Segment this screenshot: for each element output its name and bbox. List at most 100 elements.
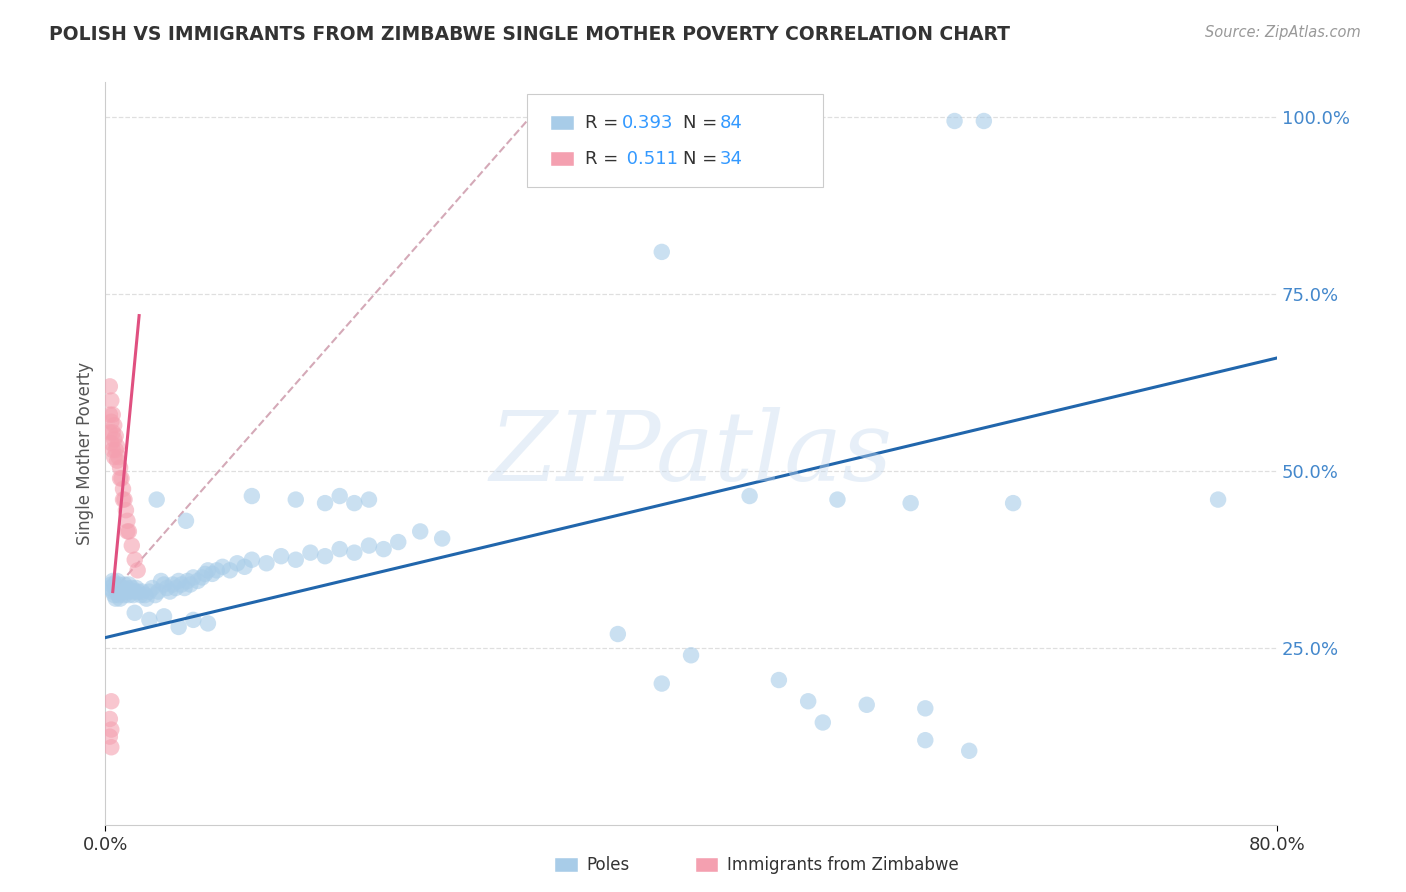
Point	[135, 591, 157, 606]
Point	[115, 503, 138, 517]
Point	[110, 584, 132, 599]
Point	[329, 489, 352, 503]
Point	[409, 524, 432, 539]
Point	[153, 577, 176, 591]
Point	[101, 425, 124, 440]
Point	[98, 425, 121, 440]
Text: R =: R =	[585, 114, 624, 132]
Point	[125, 581, 148, 595]
Point	[187, 574, 209, 588]
Point	[98, 379, 121, 393]
Text: N =: N =	[683, 114, 723, 132]
Point	[179, 577, 201, 591]
Point	[105, 453, 128, 467]
Point	[256, 556, 278, 570]
Point	[914, 701, 936, 715]
Point	[343, 496, 366, 510]
Point	[124, 584, 146, 599]
Point	[1206, 492, 1229, 507]
Point	[167, 574, 190, 588]
Point	[117, 524, 139, 539]
Point	[768, 673, 790, 687]
Point	[226, 556, 249, 570]
Point	[115, 584, 138, 599]
Point	[387, 535, 409, 549]
Point	[181, 570, 204, 584]
Point	[101, 574, 124, 588]
Point	[103, 418, 125, 433]
Point	[105, 584, 128, 599]
Point	[108, 460, 131, 475]
Point	[343, 546, 366, 560]
Point	[153, 609, 176, 624]
Point	[174, 514, 197, 528]
Point	[105, 574, 128, 588]
Point	[197, 563, 219, 577]
Point	[118, 577, 141, 591]
Point	[162, 577, 184, 591]
Point	[100, 577, 122, 591]
Point	[134, 588, 156, 602]
Point	[101, 408, 124, 422]
Point	[127, 584, 149, 599]
Point	[108, 581, 131, 595]
Point	[98, 581, 121, 595]
Point	[738, 489, 761, 503]
Point	[104, 429, 127, 443]
Point	[159, 584, 181, 599]
Point	[107, 450, 129, 464]
Point	[651, 244, 673, 259]
Point	[170, 577, 193, 591]
Point	[156, 581, 179, 595]
Point	[111, 492, 134, 507]
Point	[373, 542, 395, 557]
Point	[108, 471, 131, 485]
Point	[138, 584, 160, 599]
Point	[430, 532, 453, 546]
Point	[122, 588, 145, 602]
Text: POLISH VS IMMIGRANTS FROM ZIMBABWE SINGLE MOTHER POVERTY CORRELATION CHART: POLISH VS IMMIGRANTS FROM ZIMBABWE SINGL…	[49, 25, 1010, 44]
Point	[240, 552, 263, 567]
Point	[357, 539, 380, 553]
Point	[100, 723, 122, 737]
Point	[114, 492, 136, 507]
Point	[131, 584, 153, 599]
Point	[233, 559, 256, 574]
Point	[100, 393, 122, 408]
Point	[197, 616, 219, 631]
Point	[284, 492, 307, 507]
Point	[914, 733, 936, 747]
Y-axis label: Single Mother Poverty: Single Mother Poverty	[76, 362, 94, 545]
Point	[111, 482, 134, 496]
Point	[117, 581, 139, 595]
Point	[900, 496, 922, 510]
Text: Poles: Poles	[586, 856, 630, 874]
Point	[120, 584, 142, 599]
Point	[357, 492, 380, 507]
Point	[150, 574, 173, 588]
Point	[143, 588, 166, 602]
Point	[141, 581, 163, 595]
Point	[681, 648, 703, 663]
Point	[98, 730, 121, 744]
Point	[205, 563, 228, 577]
Point	[314, 496, 336, 510]
Point	[211, 559, 233, 574]
Point	[240, 489, 263, 503]
Point	[98, 712, 121, 726]
Point	[191, 570, 214, 584]
Point	[100, 415, 122, 429]
Point	[167, 620, 190, 634]
Point	[103, 577, 125, 591]
Point	[103, 433, 125, 447]
Point	[108, 591, 131, 606]
Point	[104, 443, 127, 458]
Point	[107, 588, 129, 602]
Point	[219, 563, 242, 577]
Point	[314, 549, 336, 564]
Point	[651, 676, 673, 690]
Text: 0.511: 0.511	[621, 150, 679, 168]
Point	[855, 698, 877, 712]
Text: 34: 34	[720, 150, 742, 168]
Point	[181, 613, 204, 627]
